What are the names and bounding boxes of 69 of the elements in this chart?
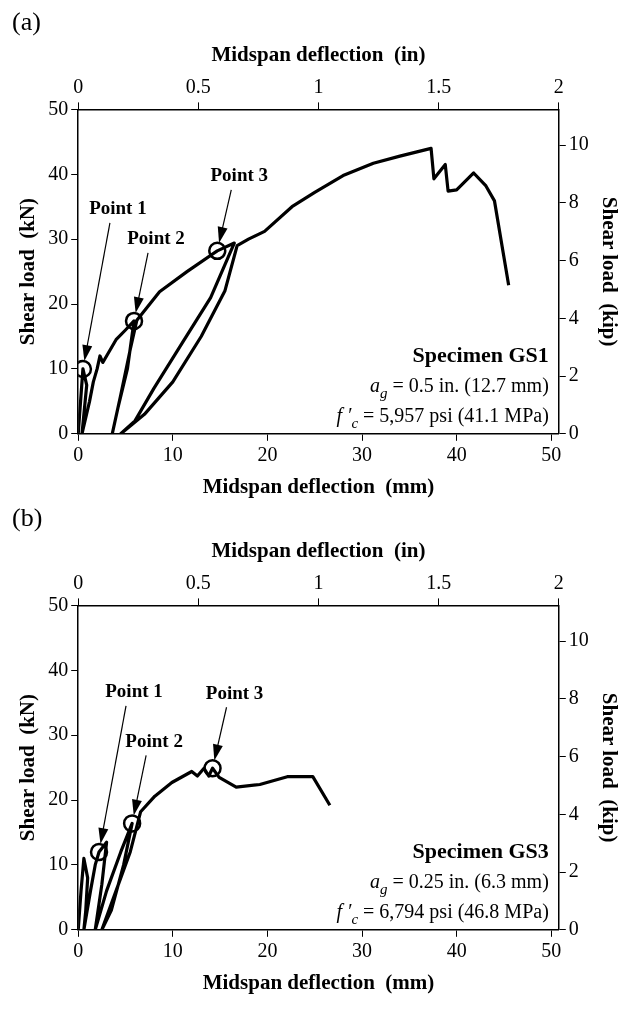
annotation: Point 1 xyxy=(89,197,147,219)
y-axis-title: Shear load (kN) xyxy=(15,197,40,346)
x-tick-label: 0 xyxy=(73,939,84,962)
chart-title: (a) xyxy=(12,7,41,37)
y2-tick-label: 10 xyxy=(568,132,589,155)
chart-title: (b) xyxy=(12,503,43,533)
x-tick-label: 50 xyxy=(541,939,562,962)
x-tick-label: 20 xyxy=(257,443,278,466)
annotation: Point 2 xyxy=(127,227,185,249)
y-tick-label: 0 xyxy=(58,421,69,444)
y2-tick-label: 2 xyxy=(568,363,579,386)
x2-tick-label: 1.5 xyxy=(426,74,452,97)
y-tick-label: 20 xyxy=(48,787,69,810)
x-tick-label: 20 xyxy=(257,939,278,962)
x2-tick-label: 1.5 xyxy=(426,570,452,593)
annotation: Point 1 xyxy=(105,680,163,702)
x-tick-label: 50 xyxy=(541,443,562,466)
y2-tick-label: 0 xyxy=(568,421,579,444)
point xyxy=(203,759,222,778)
x-tick-label: 40 xyxy=(446,939,467,962)
y2-axis-title: Shear load (kip) xyxy=(597,196,622,347)
x2-tick-label: 0.5 xyxy=(185,570,211,593)
y2-tick-label: 0 xyxy=(568,917,579,940)
y2-tick-label: 8 xyxy=(568,686,579,709)
x2-tick-label: 0 xyxy=(73,570,84,593)
x2-tick-label: 0.5 xyxy=(185,74,211,97)
x2-tick-label: 1 xyxy=(313,74,324,97)
x2-tick-label: 2 xyxy=(553,74,564,97)
y2-tick-label: 2 xyxy=(568,859,579,882)
y-tick-label: 40 xyxy=(48,657,69,680)
x2-tick-label: 1 xyxy=(313,570,324,593)
x2-tick-label: 0 xyxy=(73,74,84,97)
y-tick-label: 0 xyxy=(58,917,69,940)
x-axis-title: Midspan deflection (mm) xyxy=(202,969,435,994)
y2-tick-label: 8 xyxy=(568,190,579,213)
y-tick-label: 30 xyxy=(48,226,69,249)
annotation: Point 2 xyxy=(125,729,183,751)
y-tick-label: 50 xyxy=(48,96,69,119)
y-tick-label: 50 xyxy=(48,592,69,615)
y2-tick-label: 4 xyxy=(568,801,579,824)
annotation: Specimen GS1 xyxy=(412,341,549,367)
point xyxy=(124,311,144,331)
x2-tick-label: 2 xyxy=(553,570,564,593)
x-axis-title: Midspan deflection (mm) xyxy=(202,473,435,498)
x-tick-label: 40 xyxy=(446,443,467,466)
y2-tick-label: 4 xyxy=(568,305,579,328)
x-tick-label: 0 xyxy=(73,443,84,466)
y2-tick-label: 6 xyxy=(568,743,579,766)
x2-axis-title: Midspan deflection (in) xyxy=(211,42,426,67)
y-tick-label: 20 xyxy=(48,291,69,314)
point xyxy=(89,842,109,862)
x-tick-label: 10 xyxy=(162,939,183,962)
y2-tick-label: 6 xyxy=(568,247,579,270)
annotation: Point 3 xyxy=(210,164,269,186)
x2-axis-title: Midspan deflection (in) xyxy=(211,538,426,563)
y2-axis-title: Shear load (kip) xyxy=(597,692,622,843)
y-tick-label: 40 xyxy=(48,161,69,184)
annotation: Point 3 xyxy=(205,681,264,703)
point xyxy=(122,814,142,833)
y-tick-label: 30 xyxy=(48,722,69,745)
y-tick-label: 10 xyxy=(48,356,69,379)
point xyxy=(208,241,227,261)
x-tick-label: 30 xyxy=(352,443,373,466)
y-axis-title: Shear load (kN) xyxy=(15,693,40,842)
x-tick-label: 10 xyxy=(162,443,183,466)
y2-tick-label: 10 xyxy=(568,628,589,651)
y-tick-label: 10 xyxy=(48,852,69,875)
x-tick-label: 30 xyxy=(352,939,373,962)
annotation: Specimen GS3 xyxy=(412,837,549,863)
